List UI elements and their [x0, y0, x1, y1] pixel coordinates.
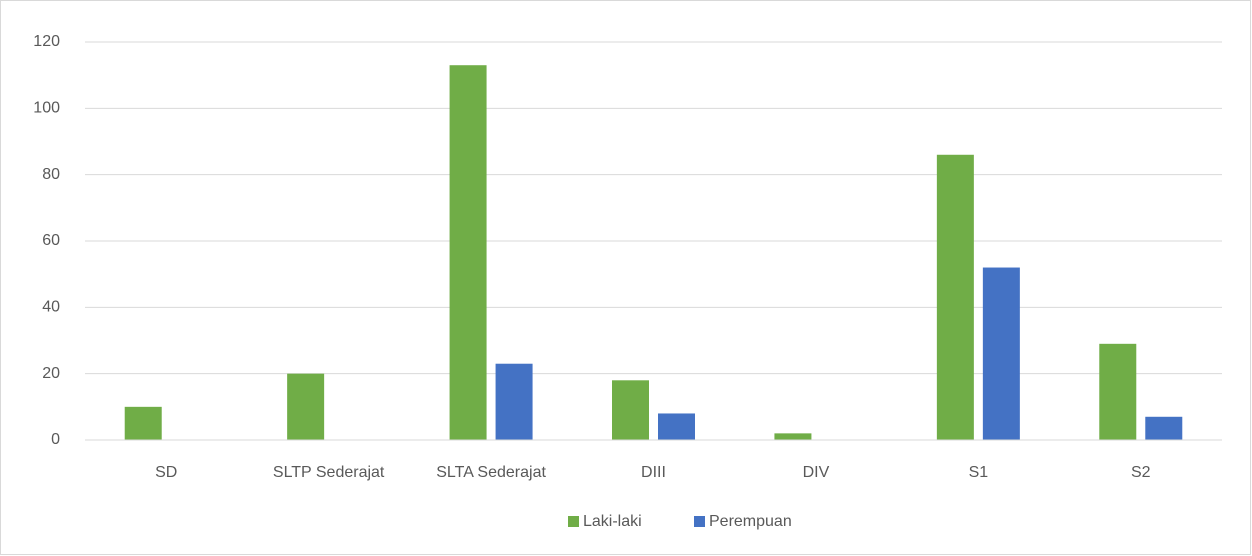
- y-tick-label: 20: [42, 365, 60, 382]
- y-tick-label: 120: [33, 33, 60, 50]
- bar: [1099, 343, 1137, 440]
- bar: [936, 154, 974, 440]
- bar: [449, 65, 487, 440]
- legend-swatch: [694, 516, 705, 527]
- x-tick-label: S1: [969, 464, 989, 481]
- y-tick-label: 40: [42, 299, 60, 316]
- x-tick-label: DIV: [803, 464, 830, 481]
- x-tick-label: S2: [1131, 464, 1151, 481]
- x-tick-label: DIII: [641, 464, 666, 481]
- y-tick-label: 100: [33, 100, 60, 117]
- bar: [982, 267, 1020, 440]
- bar: [495, 363, 533, 440]
- bar: [774, 433, 812, 440]
- x-tick-label: SLTP Sederajat: [273, 464, 385, 481]
- x-tick-label: SLTA Sederajat: [436, 464, 546, 481]
- legend-label: Laki-laki: [583, 513, 642, 530]
- bar: [612, 380, 649, 440]
- y-tick-label: 0: [51, 431, 60, 448]
- y-tick-label: 80: [42, 166, 60, 183]
- y-tick-label: 60: [42, 232, 60, 249]
- bar: [658, 413, 695, 440]
- legend-swatch: [568, 516, 579, 527]
- x-tick-label: SD: [155, 464, 177, 481]
- bar: [124, 406, 162, 440]
- legend-label: Perempuan: [709, 513, 792, 530]
- bar: [1145, 416, 1183, 440]
- bar: [287, 373, 325, 440]
